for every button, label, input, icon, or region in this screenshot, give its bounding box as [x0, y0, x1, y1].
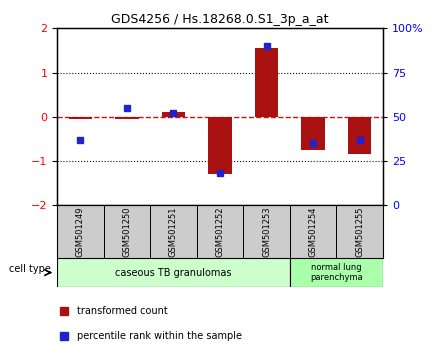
Text: caseous TB granulomas: caseous TB granulomas — [115, 268, 232, 278]
Text: GSM501254: GSM501254 — [308, 207, 318, 257]
Bar — [162, 113, 185, 117]
Bar — [209, 117, 231, 175]
Text: GSM501253: GSM501253 — [262, 206, 271, 257]
Bar — [255, 48, 278, 117]
Text: GSM501251: GSM501251 — [169, 207, 178, 257]
Bar — [290, 205, 336, 258]
Bar — [336, 205, 383, 258]
Bar — [197, 205, 243, 258]
Bar — [243, 205, 290, 258]
Bar — [104, 205, 150, 258]
Bar — [290, 258, 383, 287]
Bar — [57, 258, 290, 287]
Title: GDS4256 / Hs.18268.0.S1_3p_a_at: GDS4256 / Hs.18268.0.S1_3p_a_at — [111, 13, 329, 26]
Bar — [57, 205, 104, 258]
Text: GSM501249: GSM501249 — [76, 207, 85, 257]
Text: GSM501250: GSM501250 — [122, 207, 132, 257]
Text: transformed count: transformed count — [77, 306, 168, 316]
Text: GSM501255: GSM501255 — [355, 207, 364, 257]
Bar — [115, 117, 139, 119]
Bar — [301, 117, 325, 150]
Text: normal lung
parenchyma: normal lung parenchyma — [310, 263, 363, 282]
Text: GSM501252: GSM501252 — [216, 207, 224, 257]
Text: cell type: cell type — [9, 264, 51, 274]
Bar — [150, 205, 197, 258]
Bar — [69, 117, 92, 119]
Bar — [348, 117, 371, 154]
Text: percentile rank within the sample: percentile rank within the sample — [77, 331, 242, 341]
